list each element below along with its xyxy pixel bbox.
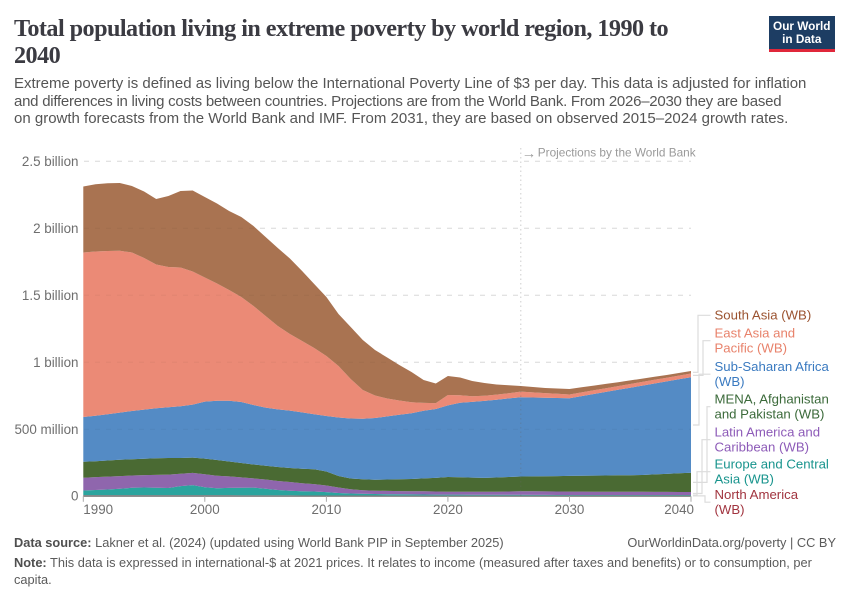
svg-text:MENA, Afghanistan: MENA, Afghanistan	[715, 391, 829, 406]
svg-text:2.5 billion: 2.5 billion	[22, 154, 79, 169]
svg-text:2010: 2010	[312, 502, 342, 517]
svg-text:2040: 2040	[664, 502, 694, 517]
svg-text:Asia (WB): Asia (WB)	[715, 472, 774, 487]
svg-text:2030: 2030	[555, 502, 585, 517]
svg-text:2020: 2020	[433, 502, 463, 517]
svg-text:500 million: 500 million	[14, 422, 78, 437]
svg-text:Sub-Saharan Africa: Sub-Saharan Africa	[715, 359, 830, 374]
svg-text:Europe and Central: Europe and Central	[715, 456, 829, 471]
svg-text:North America: North America	[715, 487, 799, 502]
svg-text:2000: 2000	[190, 502, 220, 517]
svg-text:1 billion: 1 billion	[33, 355, 78, 370]
svg-text:Caribbean (WB): Caribbean (WB)	[715, 440, 810, 455]
svg-text:0: 0	[71, 489, 78, 504]
svg-text:South Asia (WB): South Asia (WB)	[715, 308, 812, 323]
svg-text:(WB): (WB)	[715, 374, 745, 389]
svg-text:1.5 billion: 1.5 billion	[22, 288, 79, 303]
svg-text:East Asia and: East Asia and	[715, 325, 796, 340]
svg-text:Pacific (WB): Pacific (WB)	[715, 341, 788, 356]
svg-text:Latin America and: Latin America and	[715, 424, 821, 439]
svg-text:→: →	[522, 146, 537, 162]
svg-text:and Pakistan (WB): and Pakistan (WB)	[715, 407, 825, 422]
svg-text:Projections by the World Bank: Projections by the World Bank	[538, 146, 696, 160]
svg-text:1990: 1990	[83, 502, 113, 517]
svg-text:2 billion: 2 billion	[33, 221, 78, 236]
svg-text:(WB): (WB)	[715, 502, 745, 517]
